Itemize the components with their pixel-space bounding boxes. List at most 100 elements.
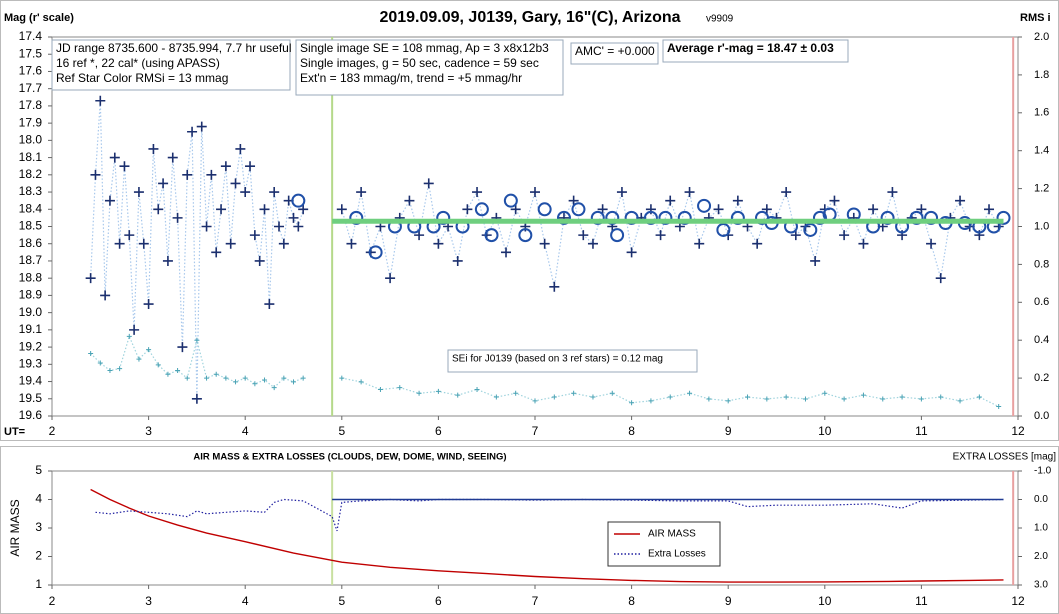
point-marker xyxy=(281,375,287,381)
x-tick-label: 5 xyxy=(338,594,345,608)
x-tick-label: 4 xyxy=(242,594,249,608)
point-marker xyxy=(957,398,963,404)
point-marker xyxy=(841,396,847,402)
point-marker xyxy=(133,187,144,198)
point-marker xyxy=(587,238,598,249)
point-marker xyxy=(288,212,299,223)
point-marker xyxy=(278,238,289,249)
point-marker xyxy=(397,385,403,391)
average-marker xyxy=(474,202,489,217)
x-tick-label: 11 xyxy=(915,424,928,438)
point-marker xyxy=(916,204,927,215)
y-tick-label: 5 xyxy=(35,463,42,477)
y-tick-label: 17.8 xyxy=(19,98,43,112)
average-marker xyxy=(503,193,518,208)
point-marker xyxy=(346,238,357,249)
point-marker xyxy=(104,195,115,206)
point-marker xyxy=(162,255,173,266)
point-marker xyxy=(155,362,161,368)
point-marker xyxy=(269,187,280,198)
y-tick-label: 18.5 xyxy=(19,219,43,233)
y2-tick-label: 1.6 xyxy=(1034,107,1049,119)
point-marker xyxy=(810,255,821,266)
point-marker xyxy=(868,204,879,215)
y2-tick-label: 0.8 xyxy=(1034,258,1049,270)
point-marker xyxy=(206,169,217,180)
point-marker xyxy=(172,212,183,223)
annotation-text: SEi for J0139 (based on 3 ref stars) = 0… xyxy=(452,354,663,365)
point-marker xyxy=(138,238,149,249)
point-marker xyxy=(254,255,265,266)
y-tick-label: 19.1 xyxy=(19,322,43,336)
y2-tick-label: 1.2 xyxy=(1034,183,1049,195)
chart-title: AIR MASS & EXTRA LOSSES (CLOUDS, DEW, DO… xyxy=(193,452,506,463)
point-marker xyxy=(822,390,828,396)
point-marker xyxy=(790,230,801,241)
point-marker xyxy=(551,394,557,400)
point-marker xyxy=(356,187,367,198)
annotation-text: Single image SE = 108 mmag, Ap = 3 x8x12… xyxy=(300,41,549,55)
point-marker xyxy=(271,385,277,391)
point-marker xyxy=(455,392,461,398)
y-axis-label: AIR MASS xyxy=(8,499,22,556)
point-marker xyxy=(472,187,483,198)
point-marker xyxy=(539,238,550,249)
point-marker xyxy=(761,204,772,215)
version-label: v9909 xyxy=(706,14,734,25)
point-marker xyxy=(194,337,200,343)
point-marker xyxy=(211,247,222,258)
x-tick-label: 10 xyxy=(818,424,832,438)
point-marker xyxy=(146,347,152,353)
x-tick-label: 10 xyxy=(818,594,832,608)
average-marker xyxy=(368,245,383,260)
point-marker xyxy=(493,394,499,400)
y2-tick-label: 1.8 xyxy=(1034,69,1049,81)
point-marker xyxy=(452,255,463,266)
annotation-box xyxy=(662,39,849,63)
point-marker xyxy=(752,238,763,249)
point-marker xyxy=(655,230,666,241)
point-marker xyxy=(117,366,123,372)
point-marker xyxy=(609,390,615,396)
point-marker xyxy=(204,375,210,381)
annotation-box xyxy=(295,39,564,96)
point-marker xyxy=(829,195,840,206)
point-marker xyxy=(262,377,268,383)
point-marker xyxy=(136,356,142,362)
average-marker xyxy=(624,210,639,225)
point-marker xyxy=(530,187,540,198)
point-marker xyxy=(187,126,198,137)
point-marker xyxy=(274,221,285,232)
point-marker xyxy=(358,379,364,385)
y-tick-label: 19.2 xyxy=(19,339,43,353)
point-marker xyxy=(706,396,712,402)
legend-label: AIR MASS xyxy=(648,529,696,540)
annotation-text: AMC' = +0.000 xyxy=(575,44,655,58)
y-tick-label: 2 xyxy=(35,549,42,563)
y-tick-label: 19.3 xyxy=(19,356,43,370)
x-tick-label: 9 xyxy=(725,424,732,438)
x-tick-label: 6 xyxy=(435,424,442,438)
series-line xyxy=(90,488,1004,583)
point-marker xyxy=(976,394,982,400)
point-marker xyxy=(90,169,101,180)
point-marker xyxy=(532,398,538,404)
point-marker xyxy=(109,152,120,163)
point-marker xyxy=(235,143,246,154)
y-tick-label: 18.3 xyxy=(19,184,43,198)
annotation-text: JD range 8735.600 - 8735.994, 7.7 hr use… xyxy=(56,41,292,55)
point-marker xyxy=(129,324,140,335)
y-tick-label: 19.4 xyxy=(19,374,43,388)
annotation-box xyxy=(51,39,291,91)
legend-box xyxy=(607,521,721,567)
average-marker xyxy=(436,210,451,225)
x-tick-label: 5 xyxy=(338,424,345,438)
point-marker xyxy=(629,400,635,406)
point-marker xyxy=(223,375,229,381)
average-marker xyxy=(677,210,692,225)
point-marker xyxy=(687,390,693,396)
point-marker xyxy=(291,379,296,385)
x-tick-label: 2 xyxy=(49,594,56,608)
average-marker xyxy=(924,210,939,225)
